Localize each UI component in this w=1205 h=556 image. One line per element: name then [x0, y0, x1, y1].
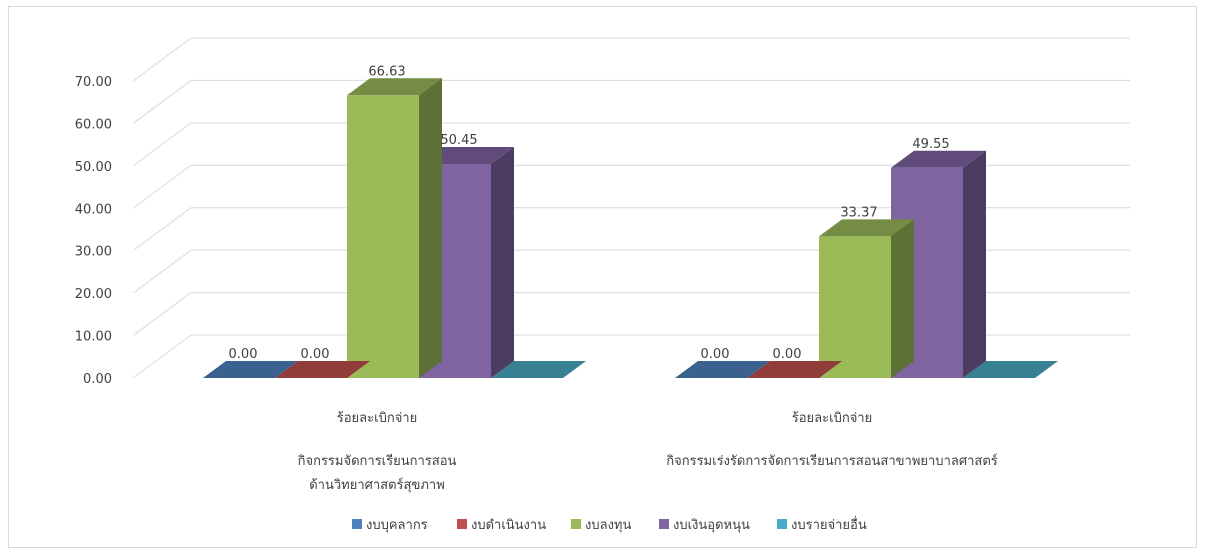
- bar-top-face: [347, 78, 442, 96]
- bar-side-face: [491, 146, 514, 378]
- data-label: 0.00: [701, 347, 730, 362]
- data-label: 0.00: [301, 347, 330, 362]
- y-tick-label: 30.00: [75, 245, 112, 260]
- bar-top-face: [891, 150, 986, 168]
- legend-swatch: [352, 519, 362, 529]
- data-labels: 50.45 66.63 0.00 0.00 49.55 33.37 0.00 0.00: [229, 64, 950, 362]
- bar-งบลงทุน: [347, 95, 419, 378]
- data-label: 50.45: [440, 133, 477, 148]
- category-labels: ร้อยละเบิกจ่ายกิจกรรมจัดการเรียนการสอนด้…: [297, 411, 997, 493]
- y-tick-label: 0.00: [83, 372, 112, 387]
- legend-swatch: [571, 519, 581, 529]
- legend-swatch: [777, 519, 787, 529]
- bar-top-face: [747, 361, 842, 378]
- data-label: 49.55: [912, 137, 949, 152]
- legend-label: งบลงทุน: [585, 518, 631, 533]
- category-label: ร้อยละเบิกจ่าย: [792, 411, 872, 426]
- legend-item: งบรายจ่ายอื่น: [777, 516, 867, 533]
- legend: งบบุคลากร งบดำเนินงาน งบลงทุน งบเงินอุดหนุน…: [352, 516, 867, 533]
- y-axis: 0.00 10.00 20.00 30.00 40.00 50.00 60.00 70.00: [75, 75, 112, 387]
- gridline-depth: [132, 334, 192, 379]
- gridline-depth: [132, 80, 192, 124]
- y-tick-label: 20.00: [75, 287, 112, 302]
- bar-top-face: [203, 361, 298, 378]
- bar-top-face: [491, 361, 586, 378]
- gridline-depth: [132, 249, 192, 294]
- legend-item: งบดำเนินงาน: [457, 518, 546, 533]
- gridline-depth: [132, 207, 192, 252]
- bar-side-face: [891, 219, 914, 378]
- data-label: 66.63: [368, 64, 405, 79]
- bar-top-face: [419, 146, 514, 164]
- bar-top-face: [275, 361, 370, 378]
- category-label: กิจกรรมเร่งรัดการจัดการเรียนการสอนสาขาพย…: [666, 453, 998, 469]
- bar-top-face: [963, 361, 1058, 378]
- gridline-depth: [132, 164, 192, 209]
- y-tick-label: 60.00: [75, 117, 112, 132]
- bar-side-face: [963, 150, 986, 378]
- category-label: ร้อยละเบิกจ่าย: [337, 411, 417, 426]
- legend-label: งบรายจ่ายอื่น: [791, 516, 867, 533]
- category-label: กิจกรรมจัดการเรียนการสอน: [297, 453, 456, 469]
- bar-top-face: [675, 361, 770, 378]
- legend-label: งบเงินอุดหนุน: [673, 518, 750, 533]
- bar-งบลงทุน: [819, 236, 891, 378]
- bar-side-face: [419, 78, 442, 378]
- legend-swatch: [659, 519, 669, 529]
- data-label: 33.37: [840, 205, 877, 220]
- y-tick-label: 50.00: [75, 160, 112, 175]
- y-tick-label: 10.00: [75, 330, 112, 345]
- gridline-depth: [132, 292, 192, 336]
- gridline-depth: [132, 122, 192, 167]
- y-tick-label: 70.00: [75, 75, 112, 90]
- gridline-depth: [132, 37, 192, 82]
- legend-label: งบดำเนินงาน: [471, 518, 546, 533]
- legend-item: งบบุคลากร: [352, 518, 428, 533]
- data-label: 0.00: [773, 347, 802, 362]
- bar-top-face: [819, 219, 914, 237]
- y-tick-label: 40.00: [75, 202, 112, 217]
- legend-item: งบลงทุน: [571, 518, 631, 533]
- legend-label: งบบุคลากร: [366, 518, 428, 533]
- category-label: ด้านวิทยาศาสตร์สุขภาพ: [309, 477, 445, 493]
- legend-swatch: [457, 519, 467, 529]
- data-label: 0.00: [229, 347, 258, 362]
- chart-frame: [8, 6, 1197, 548]
- bars: [203, 78, 1058, 378]
- legend-item: งบเงินอุดหนุน: [659, 518, 750, 533]
